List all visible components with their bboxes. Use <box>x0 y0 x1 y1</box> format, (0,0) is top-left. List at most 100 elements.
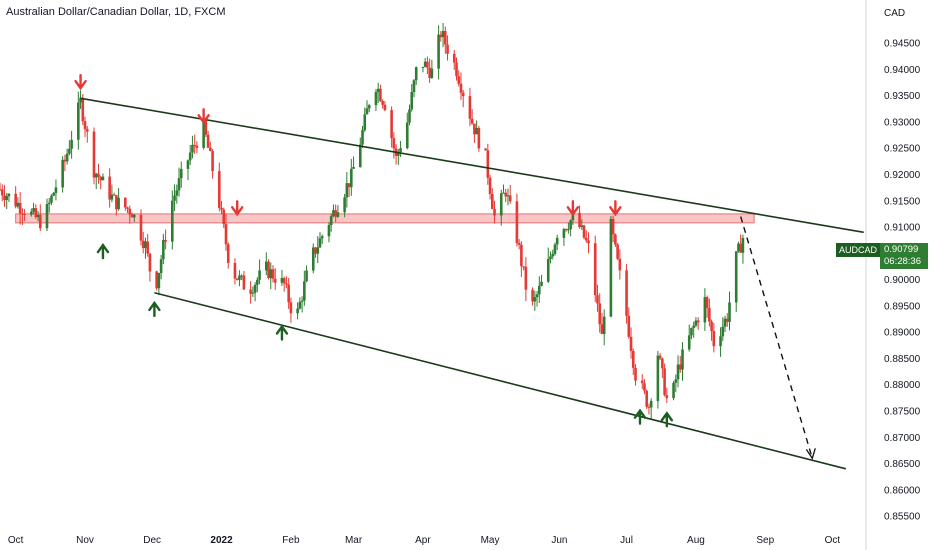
candle-body <box>0 189 2 191</box>
time-tick-label: May <box>481 535 500 546</box>
candle-body <box>602 316 606 334</box>
time-axis[interactable]: Oct Nov Dec 2022 Feb Mar Apr May Jun Jul Aug Sep Oct <box>8 535 841 546</box>
down-arrow-icon <box>74 73 87 91</box>
time-tick-label: Oct <box>825 535 841 546</box>
symbol-price-label: AUDCAD <box>836 243 880 257</box>
candle-body <box>661 358 664 369</box>
candle-body <box>551 253 555 257</box>
price-axis-unit: CAD <box>884 8 905 19</box>
candle-body <box>627 315 631 337</box>
time-tick-label: 2022 <box>210 535 233 546</box>
candle-body <box>609 218 613 317</box>
candle-body <box>126 207 129 209</box>
candle-body <box>112 194 116 196</box>
candle-body <box>343 197 346 213</box>
candle-body <box>672 382 675 399</box>
candle-body <box>506 195 510 197</box>
price-tick-label: 0.90000 <box>884 275 921 286</box>
candle-body <box>193 144 196 146</box>
candle-body <box>30 211 33 215</box>
candle-body <box>658 355 662 359</box>
candle-body <box>596 295 599 304</box>
candle-body <box>540 281 543 286</box>
candle-body <box>361 130 364 145</box>
candle-body <box>175 190 179 196</box>
candle-body <box>468 96 472 119</box>
candle-body <box>264 261 268 271</box>
candle-body <box>16 202 20 207</box>
time-tick-label: Jul <box>620 535 633 546</box>
candle-body <box>141 240 145 249</box>
candle-body <box>21 213 24 215</box>
candle-body <box>381 100 384 105</box>
candles-layer <box>0 23 745 419</box>
candle-body <box>70 139 73 149</box>
price-tick-label: 0.89000 <box>884 328 921 339</box>
candle-body <box>555 237 559 245</box>
candle-body <box>238 275 241 280</box>
candle-body <box>316 247 320 254</box>
candle-body <box>298 301 302 309</box>
candle-body <box>444 31 447 45</box>
candle-body <box>678 364 682 370</box>
candle-body <box>634 367 637 381</box>
candle-body <box>522 266 525 268</box>
candle-body <box>430 68 434 78</box>
upper-trendline <box>80 97 864 234</box>
candle-body <box>569 220 572 230</box>
candle-body <box>423 61 427 67</box>
candle-body <box>101 176 105 181</box>
candle-body <box>191 144 194 153</box>
candle-body <box>535 294 539 298</box>
candle-body <box>155 271 158 289</box>
price-tick-label: 0.91500 <box>884 196 921 207</box>
candle-body <box>68 148 71 154</box>
price-tick-label: 0.85500 <box>884 512 921 523</box>
candle-body <box>235 278 239 280</box>
candle-body <box>405 122 409 149</box>
candle-body <box>690 327 693 336</box>
candle-body <box>533 297 537 302</box>
candle-body <box>414 67 418 81</box>
candle-body <box>696 320 700 323</box>
price-axis[interactable]: CAD 0.94500 0.94000 0.93500 0.93000 0.92500 0.… <box>884 8 921 523</box>
candle-body <box>618 258 622 271</box>
up-arrow-icon <box>633 408 647 425</box>
candle-body <box>305 270 308 282</box>
candle-body <box>108 176 111 200</box>
candle-body <box>63 159 67 162</box>
candle-body <box>703 297 707 323</box>
candle-body <box>110 194 114 200</box>
down-arrow-icon <box>566 200 580 217</box>
candle-body <box>452 53 456 63</box>
candle-body <box>600 324 604 334</box>
price-tick-label: 0.88000 <box>884 380 921 391</box>
bar-countdown: 06:28:36 <box>884 256 921 267</box>
candle-body <box>625 270 628 316</box>
candle-body <box>242 275 246 290</box>
time-tick-label: Dec <box>143 535 161 546</box>
price-tick-label: 0.93000 <box>884 117 921 128</box>
candle-body <box>117 197 120 210</box>
up-arrow-icon <box>96 243 110 260</box>
candle-body <box>647 406 651 408</box>
candle-body <box>36 214 40 218</box>
candle-body <box>737 243 740 252</box>
candle-body <box>300 300 304 302</box>
candle-body <box>179 168 183 179</box>
candle-body <box>410 91 414 110</box>
candle-body <box>455 62 458 77</box>
up-arrow-icon <box>660 411 674 428</box>
last-price-label: 0.90799 06:28:36 <box>880 243 928 269</box>
candle-body <box>92 131 96 178</box>
candle-body <box>739 243 742 253</box>
candle-body <box>728 302 731 322</box>
price-tick-label: 0.86500 <box>884 459 921 470</box>
candle-body <box>32 208 35 212</box>
candle-body <box>77 102 80 140</box>
candle-body <box>38 214 42 229</box>
candle-body <box>367 105 371 109</box>
candle-body <box>663 368 666 396</box>
projection-arrowhead <box>805 448 816 460</box>
